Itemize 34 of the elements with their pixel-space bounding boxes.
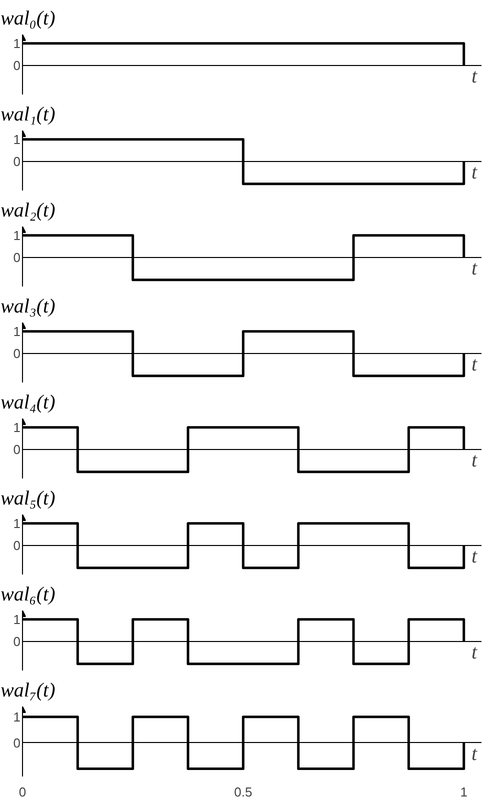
y-tick-label: 1 — [13, 132, 21, 147]
y-axis-title: wal₃(t) — [0, 296, 56, 318]
y-tick-label: 0 — [13, 735, 21, 750]
y-tick-label: 1 — [13, 420, 21, 435]
y-axis-title: wal₆(t) — [0, 584, 56, 606]
y-axis-title: wal₁(t) — [0, 104, 56, 126]
x-axis-title: t — [472, 354, 478, 376]
y-tick-label: 1 — [13, 709, 21, 724]
y-tick-label: 0 — [13, 58, 21, 74]
y-tick-label: 1 — [13, 516, 21, 531]
y-axis-title: wal₂(t) — [0, 200, 56, 222]
x-tick-label: 1 — [460, 784, 468, 800]
x-tick-label: 0.5 — [234, 784, 252, 800]
y-tick-label: 0 — [13, 634, 21, 650]
y-tick-label: 0 — [13, 538, 21, 554]
x-axis-title: t — [472, 258, 478, 280]
y-tick-label: 0 — [13, 442, 21, 458]
x-axis-title: t — [472, 546, 478, 568]
y-axis-title: wal₇(t) — [0, 680, 56, 702]
y-axis-title: wal₄(t) — [0, 392, 56, 414]
y-tick-label: 1 — [13, 612, 21, 627]
y-axis-title: wal₅(t) — [0, 488, 56, 510]
y-tick-label: 1 — [13, 228, 21, 243]
y-tick-label: 1 — [13, 324, 21, 339]
x-axis-title: t — [472, 66, 478, 88]
y-tick-label: 1 — [13, 36, 21, 51]
y-axis-title: wal₀(t) — [0, 8, 56, 30]
y-tick-label: 0 — [13, 154, 21, 170]
y-tick-label: 0 — [13, 346, 21, 362]
x-axis-title: t — [472, 642, 478, 664]
x-axis-title: t — [472, 162, 478, 184]
x-axis-title: t — [472, 742, 478, 765]
x-axis-title: t — [472, 450, 478, 472]
y-tick-label: 0 — [13, 250, 21, 266]
